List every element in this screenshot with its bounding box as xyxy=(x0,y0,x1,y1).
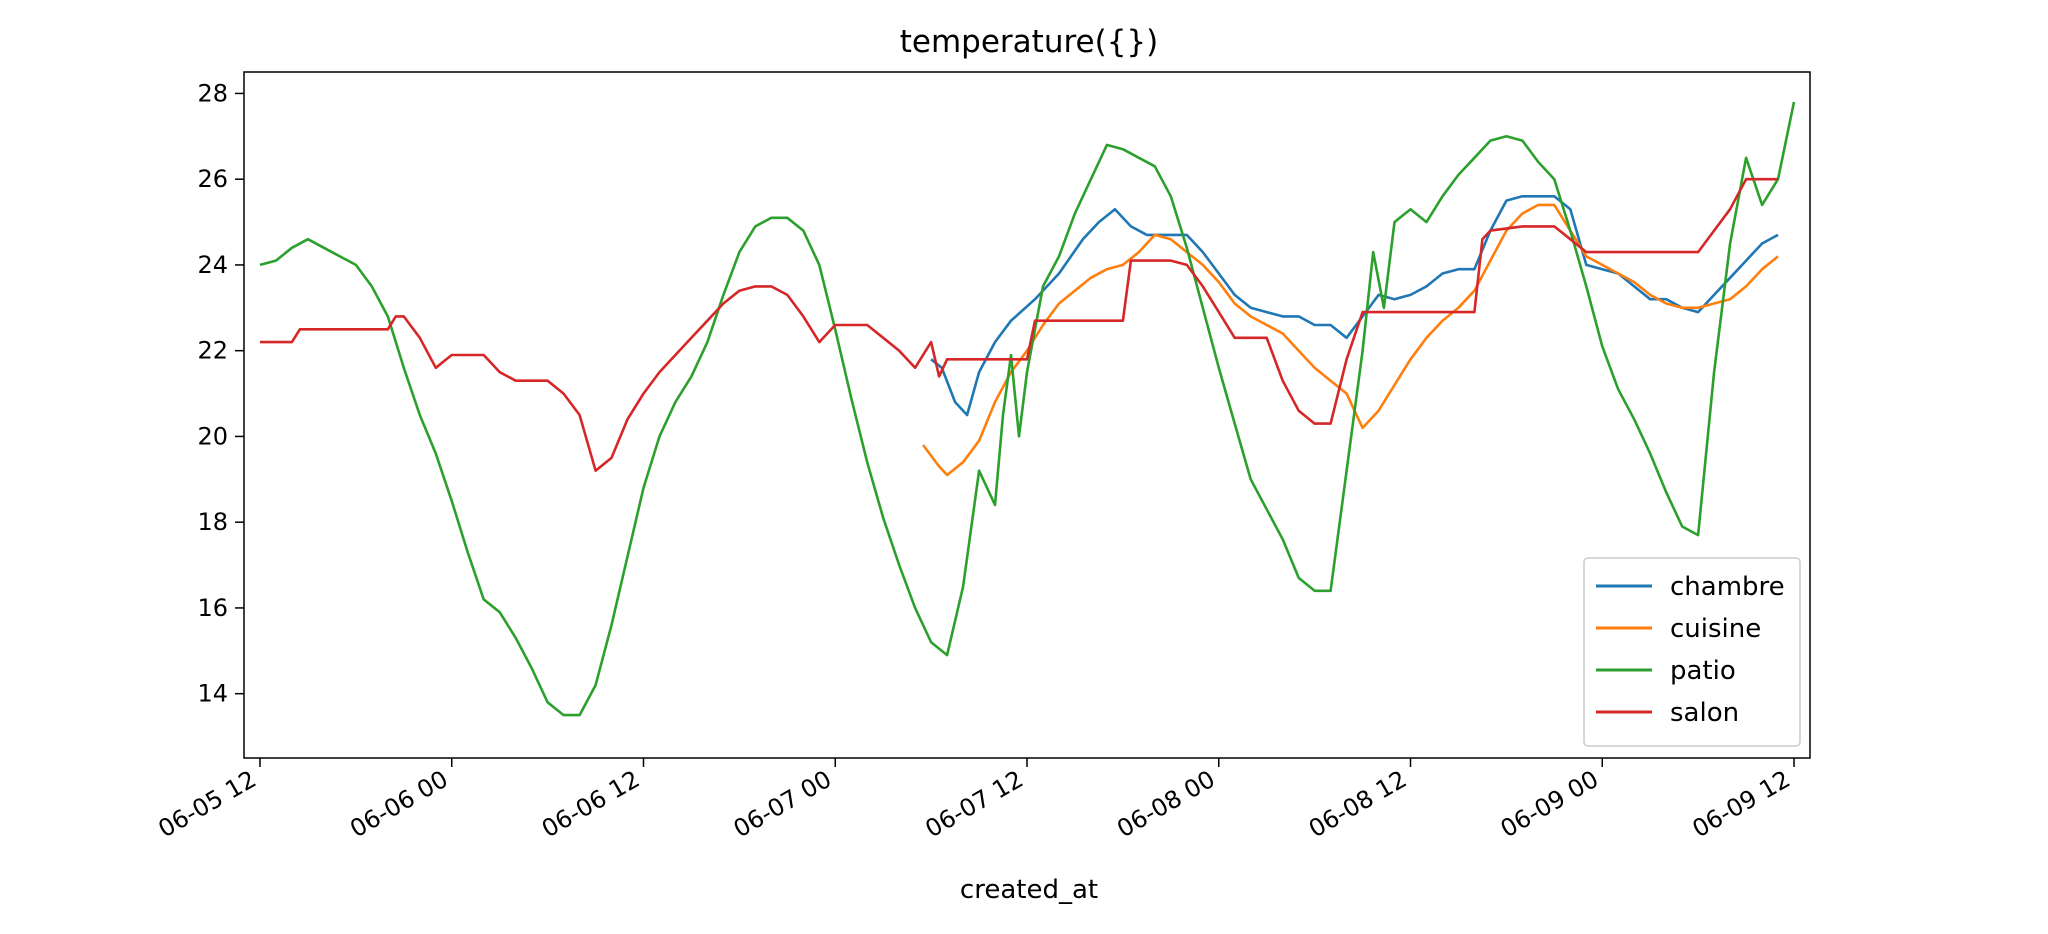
series-line-cuisine xyxy=(922,203,1779,477)
x-tick-label: 06-07 00 xyxy=(729,765,836,843)
x-axis: 06-05 12 06-06 00 06-06 12 06-07 00 06-07 12… xyxy=(154,758,1795,843)
x-axis-label: created_at xyxy=(960,875,1098,905)
legend-label-chambre: chambre xyxy=(1670,572,1785,602)
chart-title: temperature({}) xyxy=(900,24,1159,60)
x-tick-label: 06-08 00 xyxy=(1112,765,1219,843)
x-tick-label: 06-06 00 xyxy=(345,765,452,843)
plot-area xyxy=(243,71,1811,759)
series-line-salon xyxy=(260,177,1778,472)
x-tick-label: 06-08 12 xyxy=(1304,765,1411,843)
y-tick-label: 28 xyxy=(197,79,228,107)
series-line-chambre xyxy=(930,195,1779,417)
y-tick-label: 24 xyxy=(197,251,228,279)
y-tick-label: 20 xyxy=(197,422,228,450)
y-tick-label: 18 xyxy=(197,508,228,536)
legend-label-patio: patio xyxy=(1670,656,1736,686)
x-tick-label: 06-09 00 xyxy=(1496,765,1603,843)
series-line-patio xyxy=(259,101,1796,717)
legend: chambre cuisine patio salon xyxy=(1583,557,1801,747)
legend-label-cuisine: cuisine xyxy=(1670,614,1761,644)
x-tick-label: 06-05 12 xyxy=(154,765,261,843)
plot-frame xyxy=(243,71,1811,759)
x-tick-label: 06-06 12 xyxy=(537,765,644,843)
y-tick-label: 26 xyxy=(197,165,228,193)
y-tick-label: 14 xyxy=(197,680,228,708)
x-tick-label: 06-09 12 xyxy=(1688,765,1795,843)
legend-label-salon: salon xyxy=(1670,698,1739,728)
legend-box xyxy=(1583,557,1801,747)
y-axis: 14 16 18 20 22 24 26 28 xyxy=(197,79,244,708)
series-layer xyxy=(259,101,1796,717)
y-tick-label: 22 xyxy=(197,337,228,365)
x-tick-label: 06-07 12 xyxy=(921,765,1028,843)
y-tick-label: 16 xyxy=(197,594,228,622)
